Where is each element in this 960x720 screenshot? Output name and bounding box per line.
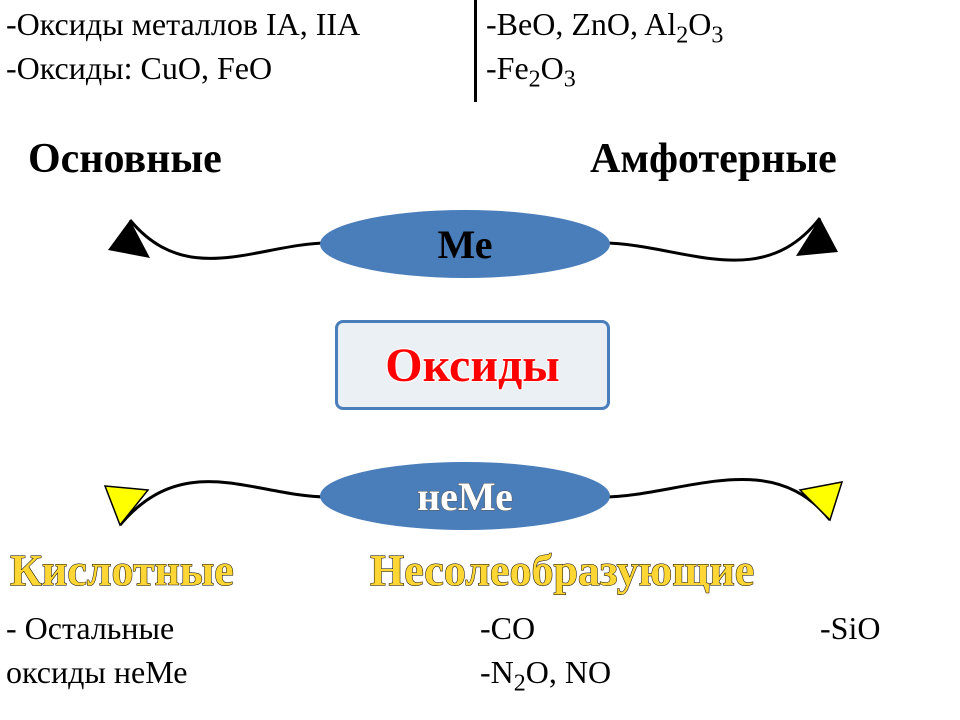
neme-text: неМе	[417, 473, 513, 520]
top-right-line1: -BeO, ZnO, Al2O3	[486, 6, 723, 49]
bottom-col1-line1: - Остальные	[6, 610, 174, 647]
top-left-line1: -Оксиды металлов IA, IIA	[6, 6, 360, 43]
bottom-col3-line1: -SiO	[820, 610, 880, 647]
label-basic: Основные	[28, 135, 222, 183]
label-acidic: Кислотные	[10, 545, 234, 596]
top-right-line2: -Fe2O3	[486, 50, 576, 93]
oxides-box: Оксиды	[335, 320, 610, 410]
neme-oval: неМе	[320, 462, 610, 530]
me-oval: Ме	[320, 210, 610, 278]
diagram-container: -Оксиды металлов IA, IIA -Оксиды: CuO, F…	[0, 0, 960, 720]
bottom-col2-line2: -N2O, NO	[480, 654, 611, 697]
label-nonsalt: Несолеобразующие	[370, 545, 754, 596]
oxides-text: Оксиды	[385, 338, 560, 393]
bottom-col1-line2: оксиды неМе	[6, 654, 187, 691]
bottom-col2-line1: -CO	[480, 610, 535, 647]
me-text: Ме	[438, 221, 493, 268]
top-left-line2: -Оксиды: CuO, FeO	[6, 50, 272, 87]
top-divider	[474, 0, 477, 102]
label-amphoteric: Амфотерные	[590, 135, 837, 183]
